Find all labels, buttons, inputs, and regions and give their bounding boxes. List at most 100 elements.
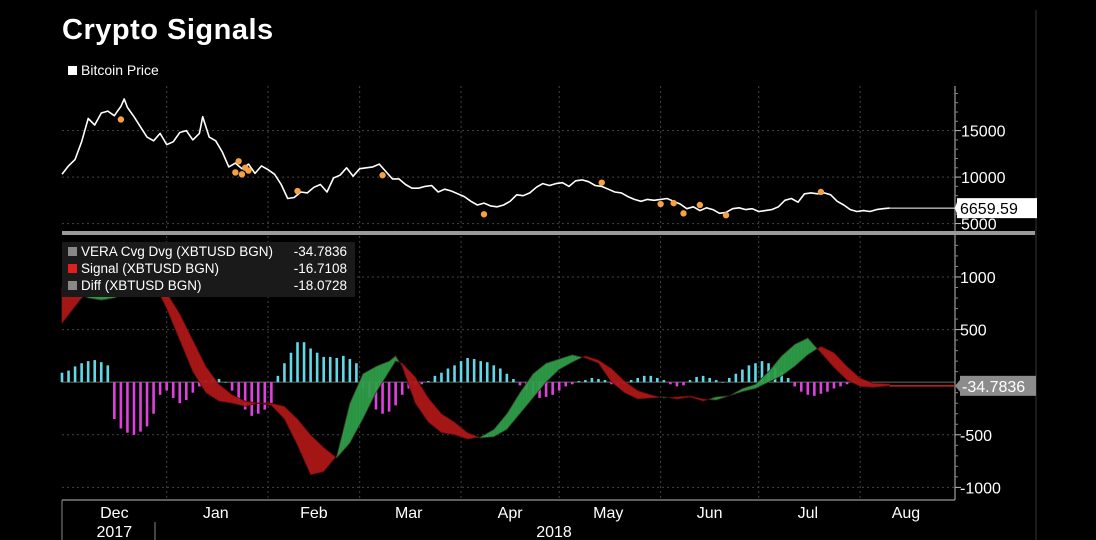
histogram-bar xyxy=(67,370,70,383)
macd-band-segment xyxy=(310,434,315,476)
macd-band-segment xyxy=(800,339,805,362)
vera-line xyxy=(61,260,890,476)
histogram-bar xyxy=(597,379,600,383)
histogram-bar xyxy=(374,382,378,410)
histogram-bar xyxy=(198,382,201,387)
histogram-bar xyxy=(459,361,463,383)
macd-tick-label: 1000 xyxy=(960,270,996,287)
histogram-bar xyxy=(642,375,646,383)
macd-band-segment xyxy=(807,337,812,356)
price-series xyxy=(61,98,890,219)
signal-dot xyxy=(245,167,252,174)
price-last-value-box xyxy=(957,198,1037,219)
histogram-bar xyxy=(158,382,162,395)
diff-legend-value: -18.0728 xyxy=(293,278,347,293)
diff-legend-name: Diff (XBTUSD BGN) xyxy=(81,278,202,293)
histogram-bar xyxy=(708,377,711,383)
histogram-bar xyxy=(472,359,476,383)
histogram-bar xyxy=(570,382,574,385)
x-month-label: Aug xyxy=(892,505,920,522)
histogram-bar xyxy=(217,379,221,383)
histogram-bar xyxy=(485,362,489,383)
x-month-label: Feb xyxy=(300,505,328,522)
histogram-bar xyxy=(99,362,103,383)
signal-dot xyxy=(657,200,664,208)
price-tick-label: 15000 xyxy=(961,124,1006,141)
histogram-bar xyxy=(60,372,64,383)
histogram-bar xyxy=(590,377,594,383)
x-month-label: Apr xyxy=(498,505,524,522)
histogram-bar xyxy=(387,382,391,412)
macd-band-segment xyxy=(532,370,537,399)
diff-swatch xyxy=(68,281,77,290)
macd-legend-row: VERA Cvg Dvg (XBTUSD BGN) -34.7836 xyxy=(68,243,347,260)
histogram-bar xyxy=(453,365,456,383)
histogram-bar xyxy=(80,363,83,383)
signal-dot xyxy=(379,172,386,179)
histogram-bar xyxy=(335,357,339,383)
macd-tick-label: -1000 xyxy=(960,480,1001,497)
histogram-bar xyxy=(119,382,123,429)
signal-dot xyxy=(722,211,730,219)
macd-band-segment xyxy=(316,440,321,474)
price-legend-label: Bitcoin Price xyxy=(81,62,159,78)
histogram-bar xyxy=(296,342,299,383)
histogram-bar xyxy=(381,382,384,414)
macd-band-segment xyxy=(787,346,792,372)
histogram-bar xyxy=(518,382,522,386)
histogram-bar xyxy=(669,382,672,385)
histogram-bar xyxy=(256,382,260,414)
histogram-bar xyxy=(793,382,797,387)
x-month-label: Jul xyxy=(798,505,818,522)
histogram-bar xyxy=(420,382,424,385)
x-month-label: May xyxy=(593,505,623,522)
macd-band-segment xyxy=(791,343,796,370)
histogram-bar xyxy=(727,377,731,383)
histogram-bar xyxy=(185,382,188,401)
macd-band-segment xyxy=(447,417,452,435)
signal-dot xyxy=(696,201,704,209)
histogram-bar xyxy=(629,380,633,383)
macd-band-segment xyxy=(313,437,318,475)
macd-band-segment xyxy=(784,349,789,375)
histogram-bar xyxy=(675,382,679,387)
histogram-bar xyxy=(813,382,816,396)
macd-legend-row: Diff (XBTUSD BGN) -18.0728 xyxy=(68,277,347,294)
histogram-bar xyxy=(328,356,332,383)
histogram-bar xyxy=(263,382,267,410)
histogram-bar xyxy=(832,382,836,389)
histogram-bar xyxy=(695,376,698,383)
signal-dot xyxy=(238,171,246,178)
chart-title: Crypto Signals xyxy=(62,14,274,46)
signal-dot xyxy=(235,158,242,165)
histogram-bar xyxy=(113,382,116,419)
histogram-bar xyxy=(165,382,168,391)
histogram-bar xyxy=(132,382,136,435)
macd-band-segment xyxy=(781,352,786,377)
macd-band-segment xyxy=(797,340,802,365)
histogram-bar xyxy=(106,365,110,383)
histogram-bar xyxy=(806,382,810,395)
histogram-bar xyxy=(237,382,240,402)
macd-legend-row: Signal (XBTUSD BGN) -16.7108 xyxy=(68,260,347,277)
macd-tick-label: -500 xyxy=(960,428,992,445)
histogram-bar xyxy=(557,382,561,391)
macd-last-value-pointer xyxy=(955,379,960,392)
histogram-bar xyxy=(86,361,90,383)
macd-band-segment xyxy=(441,413,446,434)
signal-legend-value: -16.7108 xyxy=(293,261,347,276)
histogram-bar xyxy=(243,382,247,410)
histogram-bar xyxy=(499,368,502,383)
histogram-bar xyxy=(603,380,607,383)
histogram-bar xyxy=(139,382,142,432)
histogram-bar xyxy=(302,342,306,383)
x-year-label: 2018 xyxy=(536,524,572,540)
histogram-bar xyxy=(270,382,273,404)
histogram-bar xyxy=(93,360,97,383)
histogram-bars xyxy=(60,342,849,435)
macd-band-segment xyxy=(362,371,367,420)
price-last-value: 6659.59 xyxy=(960,201,1018,218)
macd-band-segment xyxy=(444,415,449,435)
histogram-bar xyxy=(466,357,469,383)
